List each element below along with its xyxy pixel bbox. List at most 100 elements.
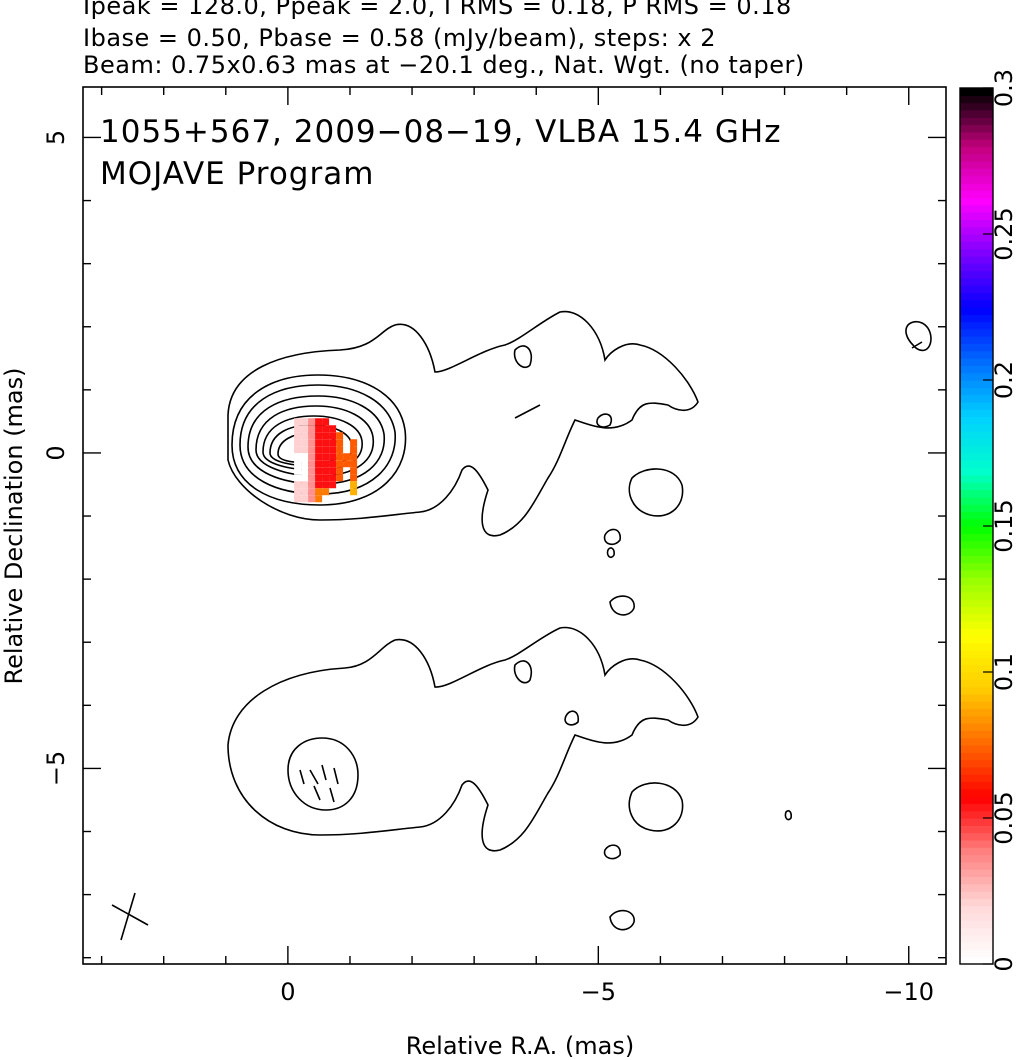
colorbar-segment [960, 730, 993, 739]
polarization-pixel [315, 453, 323, 461]
colorbar-segment [960, 861, 993, 870]
colorbar-segment [960, 788, 993, 797]
polarization-pixel [343, 460, 351, 468]
colorbar-segment [960, 540, 993, 549]
polarization-pixel [315, 432, 323, 440]
polarization-pixel [336, 467, 344, 475]
colorbar-segment [960, 526, 993, 534]
colorbar-segment [960, 182, 993, 191]
colorbar-segment [960, 489, 993, 498]
colorbar-segment [960, 263, 993, 272]
colorbar-segment [960, 190, 993, 199]
contour-top-3 [239, 384, 396, 495]
polarization-pixel [322, 481, 330, 489]
polarization-pixel [350, 446, 358, 454]
polarization-pixel [308, 495, 316, 503]
contour-bottom-2 [287, 737, 359, 811]
contour-top-6 [262, 415, 363, 471]
colorbar-segment [960, 701, 993, 710]
polarization-pixel [329, 439, 337, 447]
colorbar-segment [960, 672, 993, 680]
colorbar-segment [960, 117, 993, 126]
colorbar-segment [960, 219, 993, 228]
colorbar-ticks [983, 87, 993, 965]
colorbar-segment [960, 255, 993, 264]
x-ticks [100, 87, 910, 964]
colorbar-segment [960, 891, 993, 899]
colorbar-segment [960, 577, 993, 585]
contour-top-islands [513, 321, 932, 616]
polarization-pixel [329, 446, 337, 454]
colorbar-segment [960, 321, 993, 330]
colorbar-segment [960, 956, 993, 965]
colorbar-segment [960, 796, 993, 804]
colorbar-segment [960, 708, 993, 717]
polarization-pixel [301, 474, 309, 482]
polarization-pixel [294, 495, 302, 503]
x-tick-label: 0 [280, 978, 295, 1006]
colorbar-segment [960, 270, 993, 279]
polarization-pixel [322, 439, 330, 447]
contour-outer-top [227, 310, 699, 537]
polarization-pixel [294, 418, 302, 426]
colorbar-segment [960, 664, 993, 673]
polarization-pixel [301, 418, 309, 426]
x-axis-label: Relative R.A. (mas) [406, 1032, 634, 1060]
colorbar-segment [960, 95, 993, 104]
polarization-pixel [308, 481, 316, 489]
polarization-pixel [294, 432, 302, 440]
colorbar-segment [960, 657, 993, 666]
colorbar-segment [960, 949, 993, 958]
colorbar-segment [960, 628, 993, 637]
colorbar-tick-label: 0 [990, 956, 1018, 971]
colorbar-segment [960, 934, 993, 943]
polarization-pixel [294, 467, 302, 475]
polarization-pixel [350, 460, 358, 468]
restoring-beam [111, 892, 149, 941]
colorbar-segment [960, 343, 993, 352]
colorbar-segment [960, 292, 993, 301]
polarization-pixel [308, 467, 316, 475]
colorbar-segment [960, 299, 993, 308]
y-ticks [83, 136, 946, 959]
polarization-pixel [294, 439, 302, 447]
fractional-polarization-overlay [294, 418, 358, 503]
polarization-pixel [294, 460, 302, 468]
polarization-pixel [308, 488, 316, 496]
colorbar-segment [960, 438, 993, 447]
polarization-pixel [329, 432, 337, 440]
colorbar-segment [960, 766, 993, 775]
polarization-pixel [329, 481, 337, 489]
polarization-pixel [329, 460, 337, 468]
colorbar-segment [960, 547, 993, 556]
colorbar-tick-labels: 0 0.05 0.1 0.15 0.2 0.25 0.3 [990, 69, 1018, 972]
colorbar-segment [960, 453, 993, 461]
polarization-pixel [301, 495, 309, 503]
colorbar-segment [960, 423, 993, 432]
colorbar-segment [960, 883, 993, 892]
colorbar-segment [960, 927, 993, 936]
polarization-pixel [308, 439, 316, 447]
polarization-pixel [315, 474, 323, 482]
polarization-pixel [294, 474, 302, 482]
colorbar-segment [960, 715, 993, 724]
colorbar-segment [960, 635, 993, 644]
colorbar-segment [960, 942, 993, 950]
colorbar-segment [960, 234, 993, 242]
colorbar-segment [960, 839, 993, 848]
colorbar-tick-label: 0.25 [990, 207, 1018, 260]
polarization-pixel [336, 453, 344, 461]
polarization-pixel [308, 460, 316, 468]
colorbar-segment [960, 241, 993, 250]
colorbar-segment [960, 102, 993, 111]
polarization-pixel [322, 425, 330, 433]
contour-top-5 [255, 405, 375, 477]
colorbar-segment [960, 248, 993, 257]
colorbar-segment [960, 387, 993, 396]
colorbar-segment [960, 920, 993, 929]
colorbar-segment [960, 226, 993, 235]
y-axis-label: Relative Declination (mas) [0, 367, 28, 684]
polarization-pixel [308, 425, 316, 433]
colorbar-segment [960, 146, 993, 155]
